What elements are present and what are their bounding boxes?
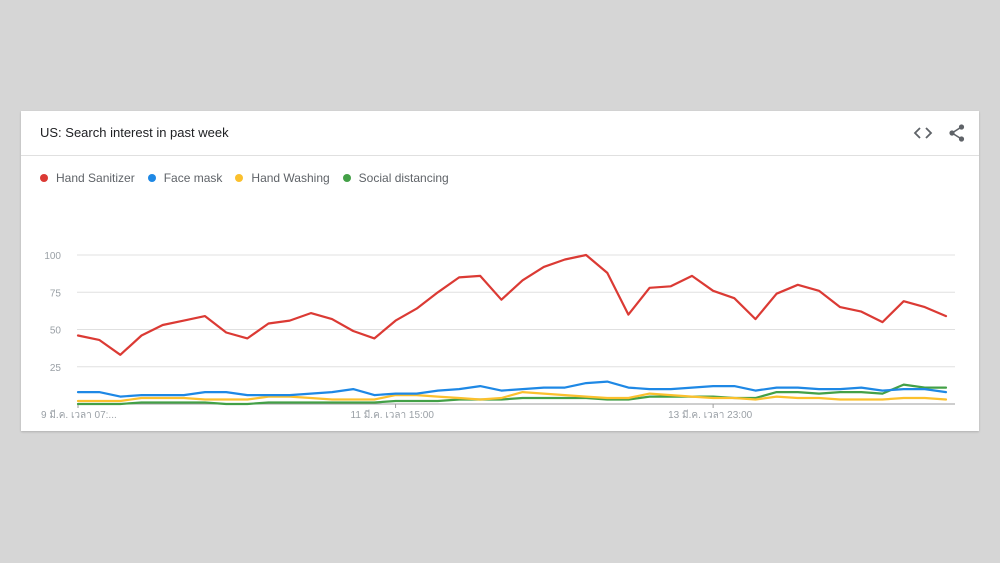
legend-dot-social-distancing bbox=[342, 174, 351, 182]
legend-item-hand-sanitizer[interactable]: Hand Sanitizer bbox=[40, 171, 135, 185]
series-line-face-mask bbox=[76, 380, 948, 398]
y-tick-label-25: 25 bbox=[50, 363, 62, 374]
legend-label-social-distancing: Social distancing bbox=[358, 171, 449, 185]
legend-item-hand-washing[interactable]: Hand Washing bbox=[235, 171, 330, 185]
legend-dot-hand-sanitizer bbox=[40, 174, 48, 182]
legend-label-face-mask: Face mask bbox=[163, 171, 223, 185]
code-embed-icon[interactable] bbox=[913, 123, 933, 143]
y-tick-label-75: 75 bbox=[50, 288, 62, 299]
card-header: US: Search interest in past week bbox=[21, 111, 979, 156]
legend-label-hand-washing: Hand Washing bbox=[251, 171, 330, 185]
x-tick-label-1: 11 มี.ค. เวลา 15:00 bbox=[351, 409, 435, 421]
x-tick-label-0: 9 มี.ค. เวลา 07:... bbox=[41, 409, 117, 421]
trends-chart-card: US: Search interest in past week Hand Sa… bbox=[21, 111, 979, 431]
y-tick-label-50: 50 bbox=[50, 326, 62, 337]
y-tick-label-100: 100 bbox=[44, 251, 61, 262]
legend-item-social-distancing[interactable]: Social distancing bbox=[342, 171, 449, 185]
x-tick-label-2: 13 มี.ค. เวลา 23:00 bbox=[668, 409, 753, 421]
share-icon[interactable] bbox=[947, 123, 967, 143]
chart-title: US: Search interest in past week bbox=[40, 125, 229, 140]
legend-label-hand-sanitizer: Hand Sanitizer bbox=[56, 171, 135, 185]
legend-dot-hand-washing bbox=[235, 174, 244, 182]
chart-legend: Hand Sanitizer Face mask Hand Washing So… bbox=[40, 171, 462, 185]
legend-dot-face-mask bbox=[147, 174, 156, 182]
line-chart: 25 50 75 100 9 มี.ค. เวลา 07:... 11 มี.ค. เวล… bbox=[41, 251, 955, 421]
series-line-social-distancing bbox=[76, 383, 948, 406]
series-line-hand-sanitizer bbox=[76, 253, 948, 356]
series-line-hand-washing bbox=[76, 391, 948, 403]
legend-item-face-mask[interactable]: Face mask bbox=[147, 171, 223, 185]
